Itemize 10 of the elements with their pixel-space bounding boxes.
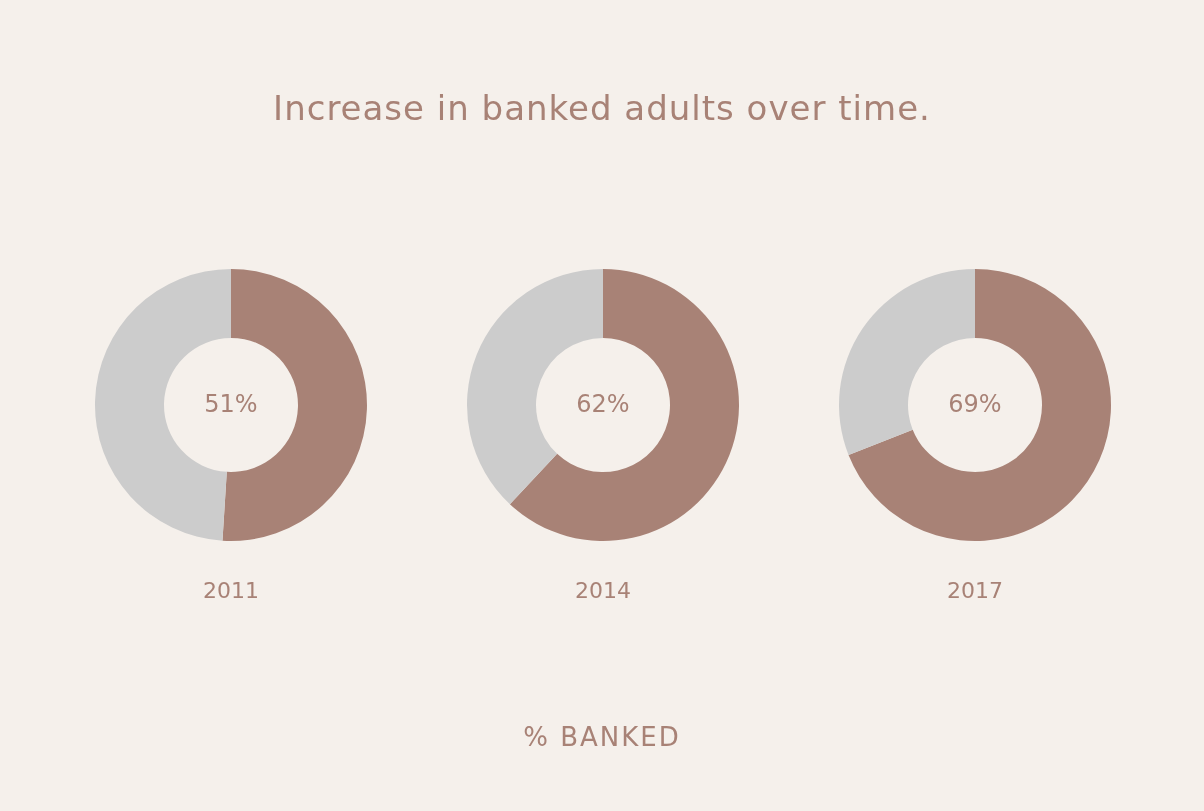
text: 2017 [947, 578, 1003, 603]
donut-slice [509, 269, 739, 541]
text: % BANKED [522, 722, 682, 752]
text: 2014 [575, 578, 631, 603]
text: 2011 [203, 578, 259, 603]
data-label: 62% [576, 390, 630, 418]
donut-slice [848, 269, 1111, 541]
data-label: 69% [948, 390, 1002, 418]
data-label: 51% [204, 390, 258, 418]
text: Increase in banked adults over time. [272, 88, 932, 128]
